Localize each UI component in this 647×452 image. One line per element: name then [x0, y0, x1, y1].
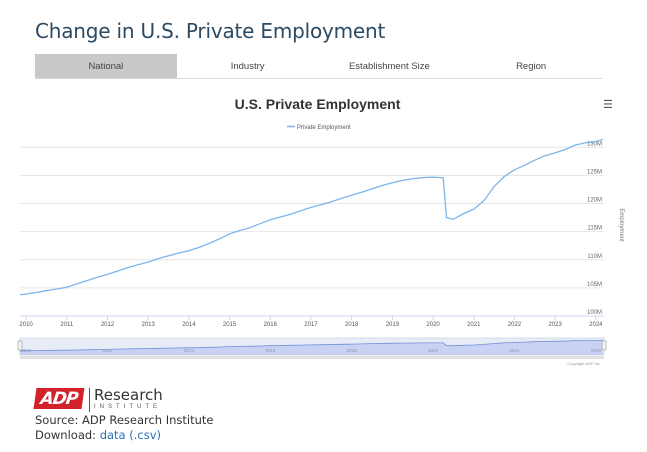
- navigator-series-area: [20, 340, 603, 355]
- institute-word: INSTITUTE: [94, 404, 161, 410]
- x-tick-label: 2012: [101, 322, 115, 328]
- adp-research-logo: ADP Research INSTITUTE: [33, 388, 214, 412]
- legend-label: Private Employment: [297, 125, 351, 131]
- x-tick-label: 2024: [589, 322, 603, 328]
- tab-industry[interactable]: Industry: [230, 60, 265, 72]
- research-institute-wordmark: Research INSTITUTE: [94, 388, 163, 411]
- navigator-tick-label: 2010: [21, 348, 32, 353]
- x-tick-label: 2016: [264, 322, 278, 328]
- x-tick-label: 2014: [182, 322, 196, 328]
- y-tick-label: 120M: [587, 198, 602, 204]
- navigator-right-handle[interactable]: [601, 340, 607, 351]
- y-tick-label: 130M: [587, 141, 602, 147]
- x-axis: 2010 2011 2012 2013 2014 2015 2016 2017 2018 2019…: [19, 315, 604, 328]
- series-line-private-employment[interactable]: [19, 138, 603, 296]
- x-tick-label: 2011: [60, 322, 74, 328]
- source-line: Source: ADP Research Institute: [35, 413, 214, 427]
- download-prefix: Download:: [35, 428, 100, 442]
- x-tick-label: 2023: [548, 322, 562, 328]
- research-word: Research: [94, 386, 163, 404]
- tab-establishment-size[interactable]: Establishment Size: [348, 60, 430, 72]
- tab-bar: National Industry Establishment Size Reg…: [35, 54, 602, 79]
- y-tick-label: 110M: [587, 254, 602, 260]
- series-group: [19, 138, 603, 296]
- adp-logo: ADP: [33, 388, 85, 409]
- page-title: Change in U.S. Private Employment: [35, 19, 386, 43]
- navigator-tick-label: 2024: [591, 348, 602, 353]
- x-tick-label: 2019: [386, 322, 400, 328]
- navigator-tick-label: 2022: [509, 348, 520, 353]
- navigator-tick-label: 2020: [428, 348, 439, 353]
- navigator-series-line: [20, 340, 603, 352]
- y-axis-title: Employment: [618, 208, 624, 242]
- x-tick-label: 2010: [19, 322, 33, 328]
- x-tick-label: 2015: [223, 322, 237, 328]
- x-tick-label: 2018: [345, 322, 359, 328]
- navigator-tick-label: 2016: [265, 348, 276, 353]
- grid-lines: [20, 146, 604, 317]
- navigator: 2010 2012 2014 2016 2018 2020 2022 2024: [17, 337, 607, 359]
- hamburger-menu-icon[interactable]: ☰: [603, 99, 613, 111]
- x-tick-label: 2013: [142, 322, 156, 328]
- logo-divider: [89, 388, 90, 412]
- tab-national[interactable]: National: [35, 54, 177, 78]
- y-tick-label: 100M: [587, 310, 602, 316]
- footer: ADP Research INSTITUTE Source: ADP Resea…: [33, 388, 214, 442]
- y-tick-label: 115M: [587, 226, 602, 232]
- x-tick-label: 2021: [467, 322, 481, 328]
- navigator-scrollbar[interactable]: [20, 356, 604, 359]
- tab-region[interactable]: Region: [516, 60, 547, 72]
- x-tick-label: 2022: [508, 322, 522, 328]
- x-tick-label: 2020: [426, 322, 440, 328]
- chart-credit[interactable]: Copyright ADP Inc: [567, 361, 600, 366]
- navigator-tick-label: 2018: [347, 348, 358, 353]
- x-tick-label: 2017: [304, 322, 318, 328]
- navigator-tick-label: 2014: [184, 348, 195, 353]
- chart-title: U.S. Private Employment: [234, 96, 401, 112]
- y-tick-label: 105M: [587, 282, 602, 288]
- y-tick-label: 125M: [587, 169, 602, 175]
- legend[interactable]: Private Employment: [287, 125, 351, 131]
- download-line: Download: data (.csv): [35, 428, 214, 442]
- navigator-left-handle[interactable]: [17, 340, 23, 351]
- download-csv-link[interactable]: data (.csv): [99, 428, 162, 442]
- navigator-tick-label: 2012: [102, 348, 113, 353]
- y-axis: 100M 105M 110M 115M 120M 125M 130M: [587, 141, 602, 316]
